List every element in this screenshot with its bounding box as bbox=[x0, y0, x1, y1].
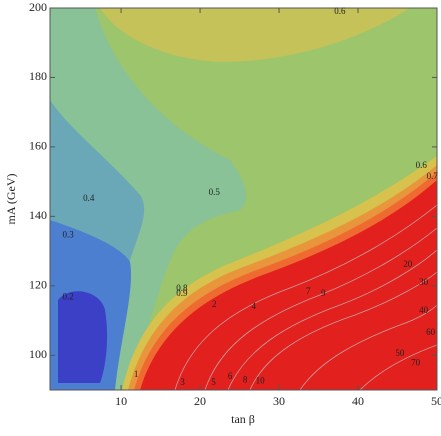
contour-label: 60 bbox=[426, 327, 436, 337]
region bbox=[140, 180, 437, 390]
x-tick-label: 10 bbox=[115, 394, 127, 408]
contour-label: 6 bbox=[228, 371, 233, 381]
y-tick-label: 120 bbox=[29, 278, 47, 292]
contour-label: 0.3 bbox=[63, 230, 75, 240]
contour-line bbox=[299, 304, 437, 390]
x-axis-label: tan β bbox=[231, 412, 255, 426]
contour-regions bbox=[50, 8, 437, 390]
contour-label: 0.2 bbox=[63, 291, 74, 301]
y-tick-label: 200 bbox=[29, 0, 47, 14]
contour-line bbox=[227, 249, 437, 390]
contour-label: 10 bbox=[256, 376, 266, 386]
region bbox=[100, 8, 410, 62]
contour-label: 0.4 bbox=[83, 193, 95, 203]
contour-label: 0.6 bbox=[334, 6, 346, 16]
x-tick-label: 40 bbox=[352, 394, 364, 408]
y-tick-label: 160 bbox=[29, 139, 47, 153]
contour-label: 7 bbox=[306, 286, 311, 296]
y-tick-label: 100 bbox=[29, 347, 47, 361]
contour-label: 4 bbox=[252, 301, 257, 311]
contour-line bbox=[249, 271, 437, 390]
contour-line bbox=[174, 204, 437, 390]
region bbox=[58, 291, 108, 383]
y-tick-label: 180 bbox=[29, 69, 47, 83]
contour-label: 2 bbox=[212, 299, 217, 309]
contour-line bbox=[359, 344, 437, 390]
contour-label: 40 bbox=[419, 305, 429, 315]
contour-label: 50 bbox=[395, 348, 405, 358]
contour-label: 0.9 bbox=[176, 288, 188, 298]
contour-label: 20 bbox=[403, 259, 413, 269]
contour-label: 1 bbox=[134, 369, 139, 379]
x-tick-label: 30 bbox=[273, 394, 285, 408]
x-tick-label: 50 bbox=[431, 394, 441, 408]
contour-label: 0.7 bbox=[427, 171, 439, 181]
y-tick-label: 140 bbox=[29, 208, 47, 222]
contour-label: 3 bbox=[180, 377, 185, 387]
contour-label: 30 bbox=[419, 277, 429, 287]
plot-frame bbox=[49, 7, 438, 391]
contour-label: 8 bbox=[243, 375, 248, 385]
contour-label: 0.5 bbox=[209, 187, 221, 197]
x-tick-label: 20 bbox=[194, 394, 206, 408]
contour-label: 5 bbox=[211, 377, 216, 387]
contour-line bbox=[204, 227, 437, 390]
y-axis-label: mA (GeV) bbox=[4, 174, 18, 225]
contour-label: 70 bbox=[411, 357, 421, 367]
contour-label: 0.8 bbox=[176, 283, 188, 293]
contour-label: 9 bbox=[321, 288, 326, 298]
contour-label: 0.6 bbox=[416, 160, 428, 170]
